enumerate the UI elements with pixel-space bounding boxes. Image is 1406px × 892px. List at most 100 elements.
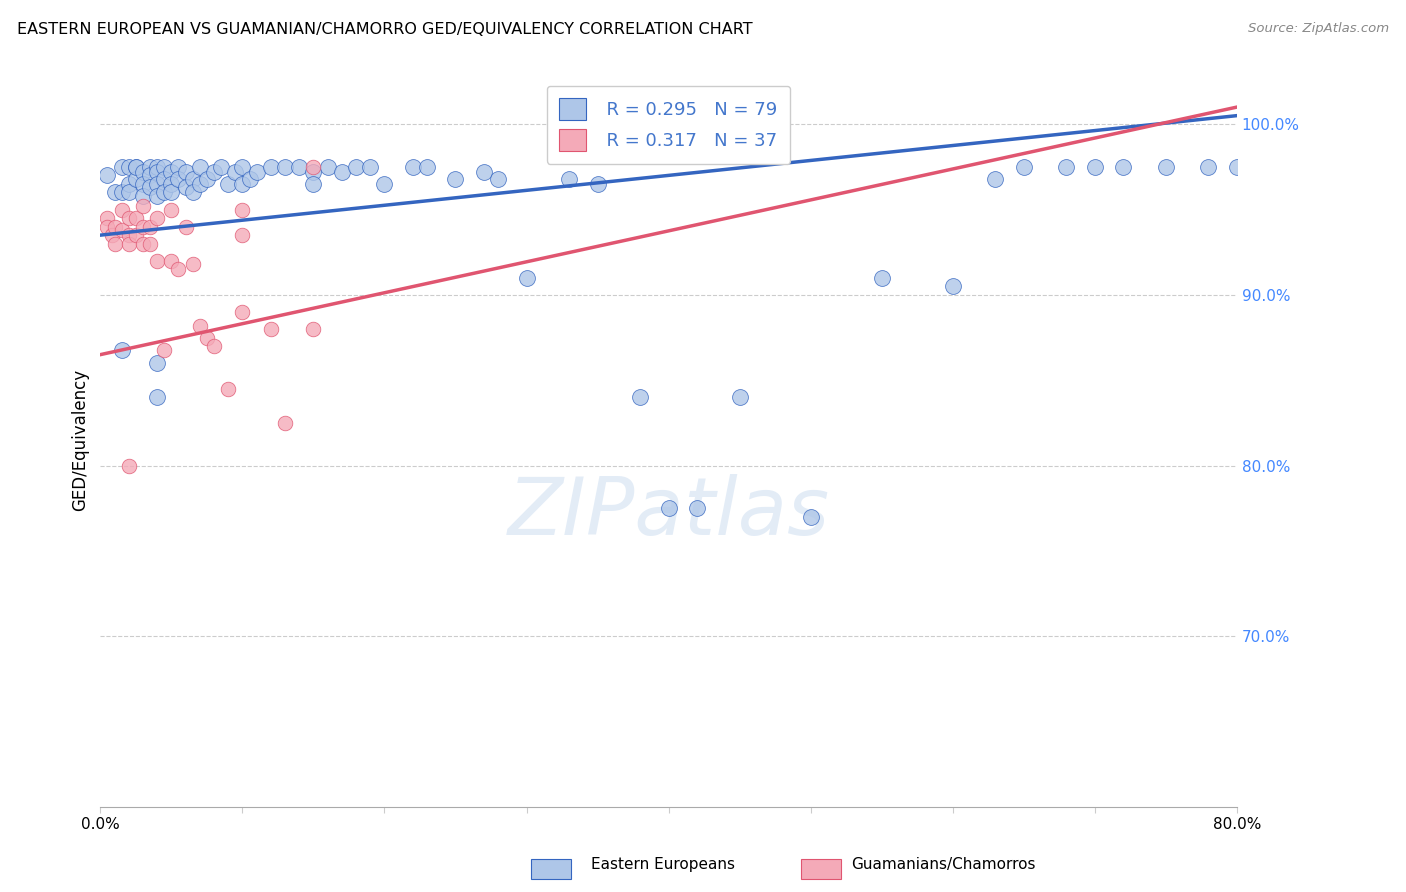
- Point: [111, 343, 134, 357]
- Point: [195, 171, 218, 186]
- Point: [125, 160, 148, 174]
- Point: [231, 202, 253, 217]
- Point: [402, 160, 425, 174]
- Point: [195, 330, 218, 344]
- Point: [118, 228, 141, 243]
- Point: [181, 257, 204, 271]
- Point: [686, 501, 709, 516]
- Point: [1012, 160, 1035, 174]
- Point: [96, 219, 118, 234]
- Point: [139, 219, 162, 234]
- Point: [118, 458, 141, 473]
- Point: [174, 180, 197, 194]
- Point: [657, 501, 679, 516]
- Point: [174, 219, 197, 234]
- Point: [111, 202, 134, 217]
- Point: [181, 171, 204, 186]
- Point: [416, 160, 439, 174]
- Y-axis label: GED/Equivalency: GED/Equivalency: [72, 369, 89, 511]
- Point: [188, 318, 211, 333]
- Point: [181, 186, 204, 200]
- Point: [139, 169, 162, 183]
- Point: [274, 160, 297, 174]
- Point: [260, 160, 283, 174]
- Point: [728, 390, 751, 404]
- Point: [103, 219, 125, 234]
- Point: [231, 177, 253, 191]
- Point: [167, 262, 190, 277]
- Point: [800, 509, 823, 524]
- Point: [316, 160, 339, 174]
- Point: [118, 160, 141, 174]
- Point: [132, 165, 155, 179]
- Point: [288, 160, 311, 174]
- Point: [139, 180, 162, 194]
- Point: [132, 199, 155, 213]
- Point: [132, 219, 155, 234]
- Legend:   R = 0.295   N = 79,   R = 0.317   N = 37: R = 0.295 N = 79, R = 0.317 N = 37: [547, 86, 790, 164]
- Point: [111, 186, 134, 200]
- Point: [103, 186, 125, 200]
- Point: [231, 228, 253, 243]
- Point: [1226, 160, 1249, 174]
- Point: [132, 189, 155, 203]
- Point: [160, 253, 183, 268]
- Point: [139, 236, 162, 251]
- Point: [132, 177, 155, 191]
- Point: [100, 228, 122, 243]
- Point: [96, 169, 118, 183]
- Point: [515, 270, 537, 285]
- Point: [188, 177, 211, 191]
- Point: [146, 390, 169, 404]
- Text: ZIPatlas: ZIPatlas: [508, 475, 830, 552]
- Point: [984, 171, 1007, 186]
- Point: [146, 189, 169, 203]
- Point: [202, 339, 225, 353]
- Point: [167, 160, 190, 174]
- Point: [146, 177, 169, 191]
- Point: [260, 322, 283, 336]
- Point: [125, 211, 148, 225]
- Point: [111, 223, 134, 237]
- Point: [125, 171, 148, 186]
- Point: [486, 171, 509, 186]
- Point: [160, 165, 183, 179]
- Point: [146, 160, 169, 174]
- Point: [302, 160, 325, 174]
- Point: [231, 160, 253, 174]
- Text: Eastern Europeans: Eastern Europeans: [591, 857, 734, 872]
- Point: [1054, 160, 1077, 174]
- Text: Source: ZipAtlas.com: Source: ZipAtlas.com: [1249, 22, 1389, 36]
- Point: [118, 177, 141, 191]
- Point: [274, 416, 297, 430]
- Point: [628, 390, 651, 404]
- Point: [125, 160, 148, 174]
- Point: [174, 165, 197, 179]
- Point: [1112, 160, 1135, 174]
- Point: [111, 160, 134, 174]
- Point: [1084, 160, 1107, 174]
- Point: [125, 228, 148, 243]
- Point: [103, 236, 125, 251]
- Point: [167, 171, 190, 186]
- Point: [302, 322, 325, 336]
- Point: [231, 305, 253, 319]
- Point: [146, 356, 169, 370]
- Point: [118, 211, 141, 225]
- Point: [146, 211, 169, 225]
- Point: [96, 211, 118, 225]
- Point: [153, 160, 176, 174]
- Point: [344, 160, 367, 174]
- Point: [302, 177, 325, 191]
- Point: [1154, 160, 1177, 174]
- Point: [153, 171, 176, 186]
- Point: [160, 177, 183, 191]
- Point: [153, 343, 176, 357]
- Point: [444, 171, 467, 186]
- Point: [146, 253, 169, 268]
- Point: [373, 177, 395, 191]
- Point: [153, 186, 176, 200]
- Point: [942, 279, 965, 293]
- Text: Guamanians/Chamorros: Guamanians/Chamorros: [851, 857, 1035, 872]
- Point: [146, 165, 169, 179]
